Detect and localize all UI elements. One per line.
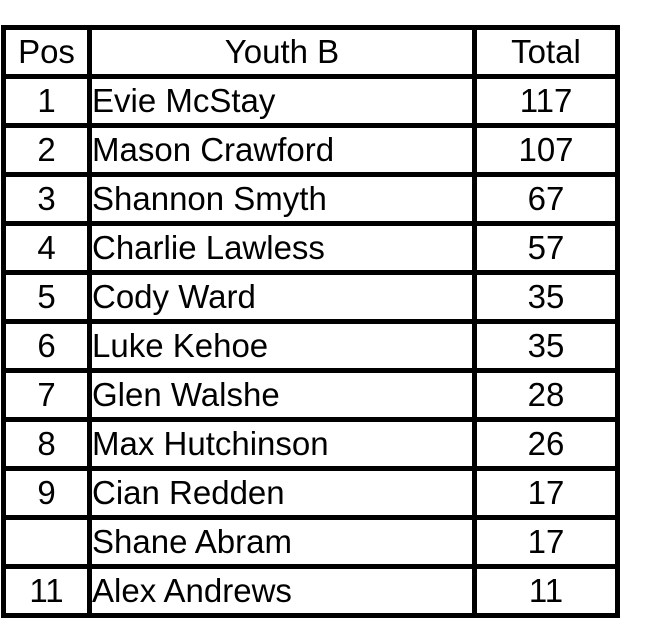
total-cell: 11: [472, 564, 620, 618]
header-total-label: Total: [472, 25, 620, 79]
name-cell: Cody Ward: [87, 270, 477, 324]
position-cell: 11: [1, 564, 92, 618]
total-cell: 67: [472, 172, 620, 226]
name-cell: Glen Walshe: [87, 368, 477, 422]
table-row: 5 Cody Ward 35: [1, 270, 620, 324]
position-cell: 1: [1, 74, 92, 128]
table-row: 3 Shannon Smyth 67: [1, 172, 620, 226]
table-row: Shane Abram 17: [1, 515, 620, 569]
header-pos-label: Pos: [1, 25, 92, 79]
table-row: 7 Glen Walshe 28: [1, 368, 620, 422]
name-cell: Shane Abram: [87, 515, 477, 569]
standings-table: Pos Youth B Total 1 Evie McStay 117 2 Ma…: [1, 25, 620, 618]
position-cell: 6: [1, 319, 92, 373]
name-cell: Evie McStay: [87, 74, 477, 128]
total-cell: 35: [472, 319, 620, 373]
name-cell: Mason Crawford: [87, 123, 477, 177]
total-cell: 117: [472, 74, 620, 128]
position-cell: 5: [1, 270, 92, 324]
table-row: 8 Max Hutchinson 26: [1, 417, 620, 471]
total-cell: 107: [472, 123, 620, 177]
position-cell: 7: [1, 368, 92, 422]
table-row: 11 Alex Andrews 11: [1, 564, 620, 618]
name-cell: Alex Andrews: [87, 564, 477, 618]
table-row: 2 Mason Crawford 107: [1, 123, 620, 177]
name-cell: Charlie Lawless: [87, 221, 477, 275]
header-team-label: Youth B: [87, 25, 477, 79]
position-cell: 2: [1, 123, 92, 177]
position-cell: [1, 515, 92, 569]
position-cell: 3: [1, 172, 92, 226]
position-cell: 8: [1, 417, 92, 471]
total-cell: 17: [472, 466, 620, 520]
table-row: 4 Charlie Lawless 57: [1, 221, 620, 275]
total-cell: 26: [472, 417, 620, 471]
table-row: 9 Cian Redden 17: [1, 466, 620, 520]
table-row: 6 Luke Kehoe 35: [1, 319, 620, 373]
table-row: 1 Evie McStay 117: [1, 74, 620, 128]
position-cell: 4: [1, 221, 92, 275]
name-cell: Shannon Smyth: [87, 172, 477, 226]
header-row: Pos Youth B Total: [1, 25, 620, 79]
total-cell: 35: [472, 270, 620, 324]
total-cell: 28: [472, 368, 620, 422]
position-cell: 9: [1, 466, 92, 520]
name-cell: Cian Redden: [87, 466, 477, 520]
name-cell: Luke Kehoe: [87, 319, 477, 373]
name-cell: Max Hutchinson: [87, 417, 477, 471]
total-cell: 17: [472, 515, 620, 569]
total-cell: 57: [472, 221, 620, 275]
